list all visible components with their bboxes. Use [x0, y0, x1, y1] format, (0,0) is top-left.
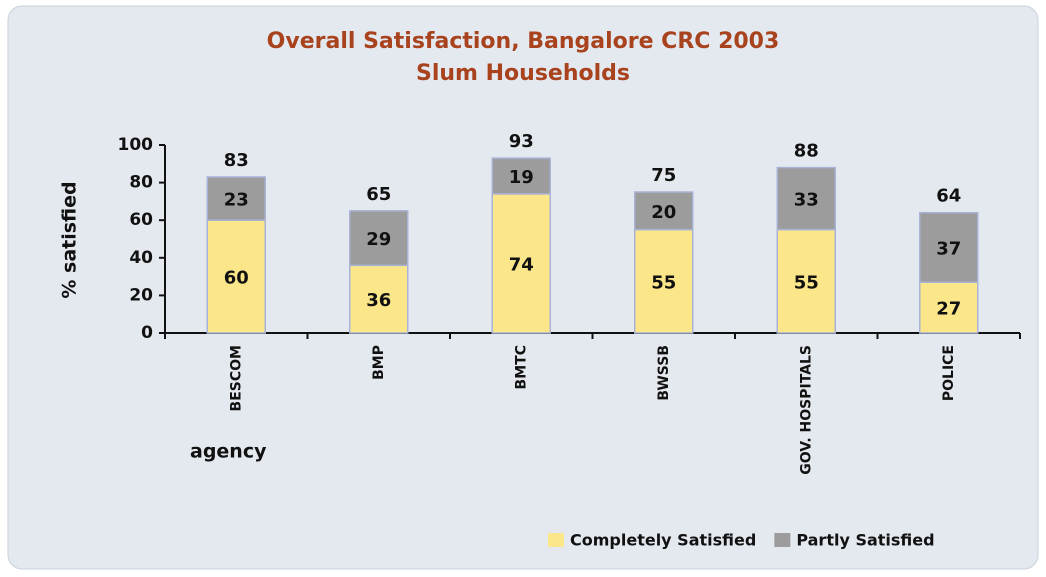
legend-label: Completely Satisfied [570, 531, 756, 550]
data-label: 33 [794, 190, 819, 211]
legend-swatch [548, 533, 564, 547]
chart-subtitle: Slum Households [416, 61, 630, 86]
x-tick-label: BMTC [513, 345, 529, 389]
chart-title: Overall Satisfaction, Bangalore CRC 2003 [267, 29, 780, 54]
bar-segment [919, 211, 979, 283]
x-axis-label: agency [190, 441, 267, 463]
bar-segment [776, 228, 836, 334]
y-axis-label: % satisfied [59, 181, 81, 298]
bar-segment [776, 166, 836, 231]
bar-segment [634, 228, 694, 334]
y-tick-label: 60 [129, 210, 153, 230]
x-tick-label: BESCOM [228, 345, 244, 411]
total-label: 93 [509, 131, 534, 152]
total-label: 64 [936, 186, 961, 207]
data-label: 55 [651, 272, 676, 293]
legend-swatch [774, 533, 791, 547]
y-tick-label: 0 [141, 323, 153, 343]
total-label: 75 [651, 165, 676, 186]
data-label: 19 [509, 167, 534, 188]
data-label: 36 [366, 290, 391, 311]
bar-segment [491, 157, 551, 195]
legend-label: Partly Satisfied [796, 531, 934, 550]
x-tick-label: BWSSB [656, 345, 672, 401]
data-label: 29 [366, 229, 391, 250]
y-tick-label: 100 [118, 135, 154, 155]
bar-segment [206, 176, 266, 221]
data-label: 37 [936, 238, 961, 259]
data-label: 55 [794, 272, 819, 293]
bar-segment [349, 210, 409, 267]
data-label: 74 [509, 254, 534, 275]
bar-segment [634, 191, 694, 231]
data-label: 20 [651, 202, 676, 223]
total-label: 83 [224, 150, 249, 171]
x-tick-label: BMP [371, 345, 387, 380]
data-label: 27 [936, 299, 961, 320]
x-tick-label: GOV. HOSPITALS [798, 345, 814, 475]
y-tick-label: 40 [129, 248, 153, 268]
y-tick-label: 20 [129, 285, 153, 305]
bar-segment [919, 281, 979, 334]
y-tick-label: 80 [129, 173, 153, 193]
data-label: 23 [224, 190, 249, 211]
x-tick-label: POLICE [941, 345, 957, 401]
total-label: 65 [366, 184, 391, 205]
data-label: 60 [224, 268, 249, 289]
total-label: 88 [794, 141, 819, 162]
bar-segment [491, 193, 551, 334]
